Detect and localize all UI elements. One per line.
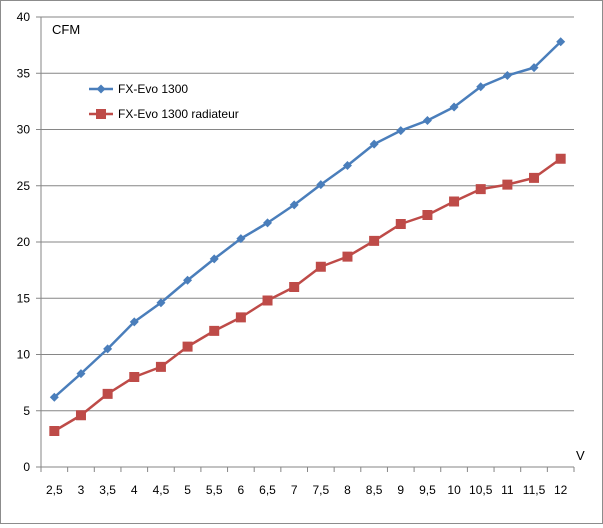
legend-label: FX-Evo 1300 radiateur <box>118 107 239 121</box>
y-tick-label: 10 <box>17 348 31 362</box>
data-point <box>102 388 113 399</box>
data-point <box>262 295 273 306</box>
data-point <box>289 200 299 210</box>
y-tick-labels: 0 5 10 15 20 25 30 35 40 <box>17 10 31 474</box>
x-tick-label: 4,5 <box>153 483 170 497</box>
x-tick-label: 10,5 <box>469 483 493 497</box>
data-point <box>555 153 566 164</box>
data-point <box>209 254 219 264</box>
x-tick-label: 5 <box>184 483 191 497</box>
data-point <box>49 426 60 436</box>
data-point <box>556 37 566 47</box>
data-point <box>49 392 59 402</box>
y-tick-label: 35 <box>17 66 31 80</box>
series-layer <box>49 37 566 436</box>
series-line <box>53 40 562 399</box>
data-point <box>502 179 513 190</box>
y-tick-label: 0 <box>23 460 30 474</box>
x-tick-labels: 2,5 3 3,5 4 4,5 5 5,5 6 6,5 7 7,5 8 8,5 9 9,5 10 10,5 11 1… <box>46 483 568 497</box>
x-tick-label: 2,5 <box>46 483 63 497</box>
x-tick-label: 7,5 <box>312 483 329 497</box>
data-point <box>103 344 113 354</box>
data-point <box>449 196 460 207</box>
x-tick-label: 6,5 <box>259 483 276 497</box>
data-point <box>449 102 459 112</box>
x-tick-label: 12 <box>554 483 568 497</box>
data-point <box>75 410 86 421</box>
data-point <box>155 361 166 372</box>
x-tick-label: 3 <box>78 483 85 497</box>
series-line <box>53 157 562 433</box>
x-tick-label: 3,5 <box>99 483 116 497</box>
data-point <box>183 275 193 285</box>
y-axis-label: CFM <box>52 22 80 37</box>
data-point <box>369 235 380 246</box>
data-point <box>529 172 540 183</box>
data-point <box>209 325 220 336</box>
data-point <box>289 282 300 292</box>
data-point <box>502 71 512 80</box>
legend-label: FX-Evo 1300 <box>118 82 188 96</box>
data-point <box>182 341 193 352</box>
data-point <box>76 369 86 379</box>
x-tick-label: 7 <box>291 483 298 497</box>
y-tick-label: 5 <box>23 404 30 418</box>
data-point <box>342 251 353 262</box>
data-point <box>235 312 246 323</box>
y-tick-label: 40 <box>17 10 31 24</box>
data-point <box>236 234 246 244</box>
x-tick-label: 4 <box>131 483 138 497</box>
series-2 <box>49 153 566 436</box>
x-tick-label: 9 <box>397 483 404 497</box>
data-point <box>316 180 326 190</box>
data-point <box>263 218 273 228</box>
data-point <box>396 126 406 136</box>
x-tick-label: 8 <box>344 483 351 497</box>
data-point <box>422 116 432 125</box>
data-point <box>129 372 140 382</box>
x-tick-label: 11 <box>501 483 514 497</box>
data-point <box>129 317 139 327</box>
legend-item: FX-Evo 1300 radiateur <box>89 107 239 121</box>
x-tick-label: 11,5 <box>523 483 546 497</box>
y-tick-label: 25 <box>17 179 31 193</box>
legend-item: FX-Evo 1300 <box>89 82 188 96</box>
y-tick-label: 15 <box>17 291 31 305</box>
data-point <box>369 139 379 149</box>
legend: FX-Evo 1300 FX-Evo 1300 radiateur <box>89 82 239 121</box>
x-axis-label: V <box>576 448 585 463</box>
legend-marker <box>96 109 106 119</box>
data-point <box>422 210 433 220</box>
data-point <box>475 184 486 195</box>
data-point <box>529 63 539 73</box>
x-tick-label: 6 <box>238 483 245 497</box>
data-point <box>315 261 326 272</box>
legend-marker <box>96 84 106 94</box>
data-point <box>342 161 352 170</box>
y-tick-label: 20 <box>17 235 31 249</box>
y-tick-label: 30 <box>17 123 31 137</box>
data-point <box>395 219 406 229</box>
series-1 <box>49 37 566 402</box>
x-tick-label: 9,5 <box>419 483 436 497</box>
data-point <box>476 82 486 92</box>
gridlines <box>41 16 574 412</box>
x-tick-label: 10 <box>447 483 461 497</box>
x-tick-label: 8,5 <box>366 483 383 497</box>
axes <box>36 16 575 472</box>
x-tick-label: 5,5 <box>206 483 223 497</box>
data-point <box>156 298 166 308</box>
